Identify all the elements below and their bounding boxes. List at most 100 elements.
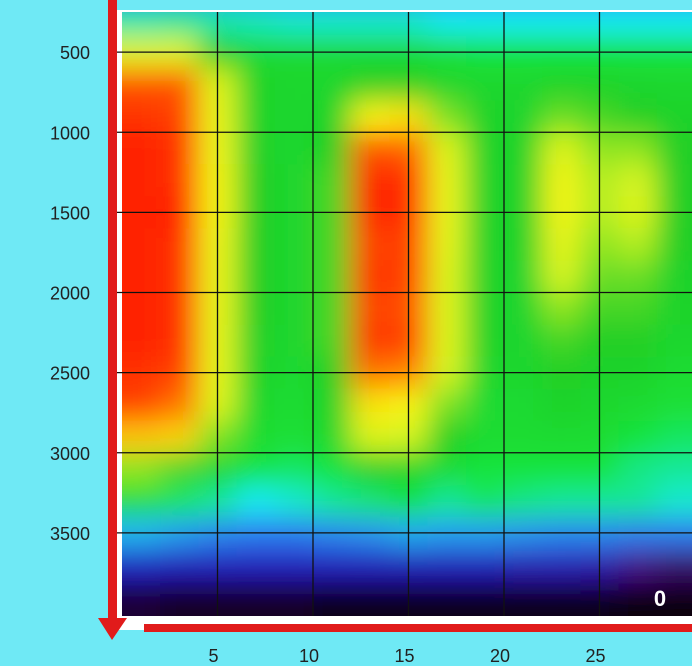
heatmap-cell bbox=[313, 260, 352, 294]
heatmap-cell bbox=[351, 292, 390, 326]
heatmap-cell bbox=[274, 548, 314, 582]
heatmap-cell bbox=[618, 452, 658, 486]
heatmap-cell bbox=[618, 580, 658, 616]
heatmap-cell bbox=[542, 68, 581, 101]
heatmap-cell bbox=[313, 548, 352, 582]
heatmap-cell bbox=[351, 12, 390, 37]
heatmap-cell bbox=[542, 452, 581, 486]
heatmap-cell bbox=[160, 548, 199, 582]
heatmap-cell bbox=[274, 228, 314, 261]
heatmap-cell bbox=[236, 484, 276, 518]
heatmap-cell bbox=[389, 0, 428, 5]
heatmap-cell bbox=[465, 12, 505, 37]
heatmap-cell bbox=[427, 484, 467, 518]
heatmap-cell bbox=[236, 388, 276, 422]
heatmap-cell bbox=[504, 324, 543, 358]
y-tick-label: 3000 bbox=[50, 444, 90, 464]
heatmap-cell bbox=[618, 292, 658, 326]
heatmap-cell bbox=[465, 420, 505, 454]
heatmap-cell bbox=[351, 548, 390, 582]
heatmap-cell bbox=[428, 0, 467, 5]
heatmap-cell bbox=[542, 388, 581, 422]
heatmap-cell bbox=[313, 484, 352, 518]
heatmap-cell bbox=[618, 68, 658, 101]
heatmap-cell bbox=[504, 260, 543, 294]
axis-arrows bbox=[98, 0, 692, 640]
heatmap-cell bbox=[313, 0, 352, 5]
heatmap-cell bbox=[274, 12, 314, 37]
heatmap-cell bbox=[160, 580, 199, 616]
heatmap-cell bbox=[542, 580, 581, 616]
heatmap-cell bbox=[542, 132, 581, 165]
heatmap-cell bbox=[465, 580, 505, 616]
heatmap-cell bbox=[465, 324, 505, 358]
corner-label: 0 bbox=[654, 586, 666, 611]
y-axis-arrow-shaft bbox=[108, 0, 117, 620]
heatmap-cell bbox=[656, 132, 692, 165]
heatmap-cell bbox=[122, 132, 161, 165]
heatmap-cell bbox=[351, 260, 390, 294]
heatmap-cell bbox=[542, 484, 581, 518]
heatmap-cell bbox=[427, 68, 467, 101]
heatmap-cell bbox=[351, 324, 390, 358]
heatmap-cell bbox=[313, 452, 352, 486]
heatmap-cell bbox=[122, 292, 161, 326]
heatmap-cell bbox=[351, 388, 390, 422]
heatmap-cell bbox=[236, 228, 276, 261]
y-tick-label: 2500 bbox=[50, 364, 90, 384]
heatmap-cell bbox=[122, 164, 161, 197]
heatmap-cell bbox=[160, 12, 199, 37]
heatmap-cell bbox=[274, 164, 314, 197]
heatmap-cell bbox=[542, 0, 581, 5]
heatmap-cell bbox=[427, 388, 467, 422]
heatmap-cell bbox=[313, 68, 352, 101]
heatmap-cell bbox=[465, 260, 505, 294]
heatmap-cells bbox=[122, 0, 692, 616]
heatmap-cell bbox=[619, 0, 658, 5]
heatmap-cell bbox=[656, 452, 692, 486]
heatmap-cell bbox=[236, 260, 276, 294]
heatmap-cell bbox=[236, 132, 276, 165]
x-tick-label: 15 bbox=[394, 646, 414, 666]
heatmap-cell bbox=[122, 388, 161, 422]
heatmap-cell bbox=[504, 388, 543, 422]
heatmap-cell bbox=[351, 0, 390, 5]
heatmap-cell bbox=[122, 548, 161, 582]
heatmap-cell bbox=[427, 452, 467, 486]
heatmap-cell bbox=[351, 420, 390, 454]
heatmap-cell bbox=[465, 292, 505, 326]
heatmap-cell bbox=[313, 388, 352, 422]
heatmap-cell bbox=[427, 228, 467, 261]
x-tick-label: 20 bbox=[490, 646, 510, 666]
y-tick-label: 3500 bbox=[50, 524, 90, 544]
heatmap-cell bbox=[427, 12, 467, 37]
heatmap-cell bbox=[427, 132, 467, 165]
heatmap-cell bbox=[656, 388, 692, 422]
heatmap-cell bbox=[236, 100, 276, 133]
heatmap-cell bbox=[427, 100, 467, 133]
heatmap-cell bbox=[465, 228, 505, 261]
heatmap-cell bbox=[656, 100, 692, 133]
heatmap-cell bbox=[274, 260, 314, 294]
heatmap-cell bbox=[351, 132, 390, 165]
heatmap-cell bbox=[160, 132, 199, 165]
heatmap-cell bbox=[504, 580, 543, 616]
heatmap-cell bbox=[313, 228, 352, 261]
heatmap-cell bbox=[198, 0, 237, 5]
heatmap-cell bbox=[427, 420, 467, 454]
heatmap-cell bbox=[504, 452, 543, 486]
heatmap-cell bbox=[504, 420, 543, 454]
heatmap-cell bbox=[656, 68, 692, 101]
y-tick-label: 1000 bbox=[50, 123, 90, 143]
grid bbox=[112, 12, 692, 616]
heatmap-cell bbox=[504, 100, 543, 133]
heatmap-cell bbox=[656, 484, 692, 518]
heatmap-cell bbox=[236, 12, 276, 37]
heatmap-cell bbox=[160, 228, 199, 261]
heatmap-cell bbox=[656, 292, 692, 326]
heatmap-cell bbox=[236, 420, 276, 454]
heatmap-cell bbox=[351, 228, 390, 261]
x-axis-arrow-shaft bbox=[144, 624, 692, 632]
heatmap-cell bbox=[274, 292, 314, 326]
